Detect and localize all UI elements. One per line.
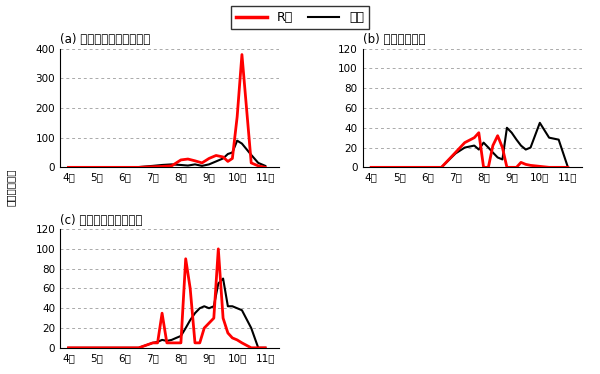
Text: (b) 長浜市難波町: (b) 長浜市難波町 <box>362 33 425 46</box>
Legend: R６, 平年: R６, 平年 <box>230 6 370 29</box>
Text: (a) 近江八幡市安土町大中: (a) 近江八幡市安土町大中 <box>60 33 150 46</box>
Text: 誘殺数（頭）: 誘殺数（頭） <box>6 168 16 206</box>
Text: (c) 高島市今津町日置前: (c) 高島市今津町日置前 <box>60 214 142 227</box>
